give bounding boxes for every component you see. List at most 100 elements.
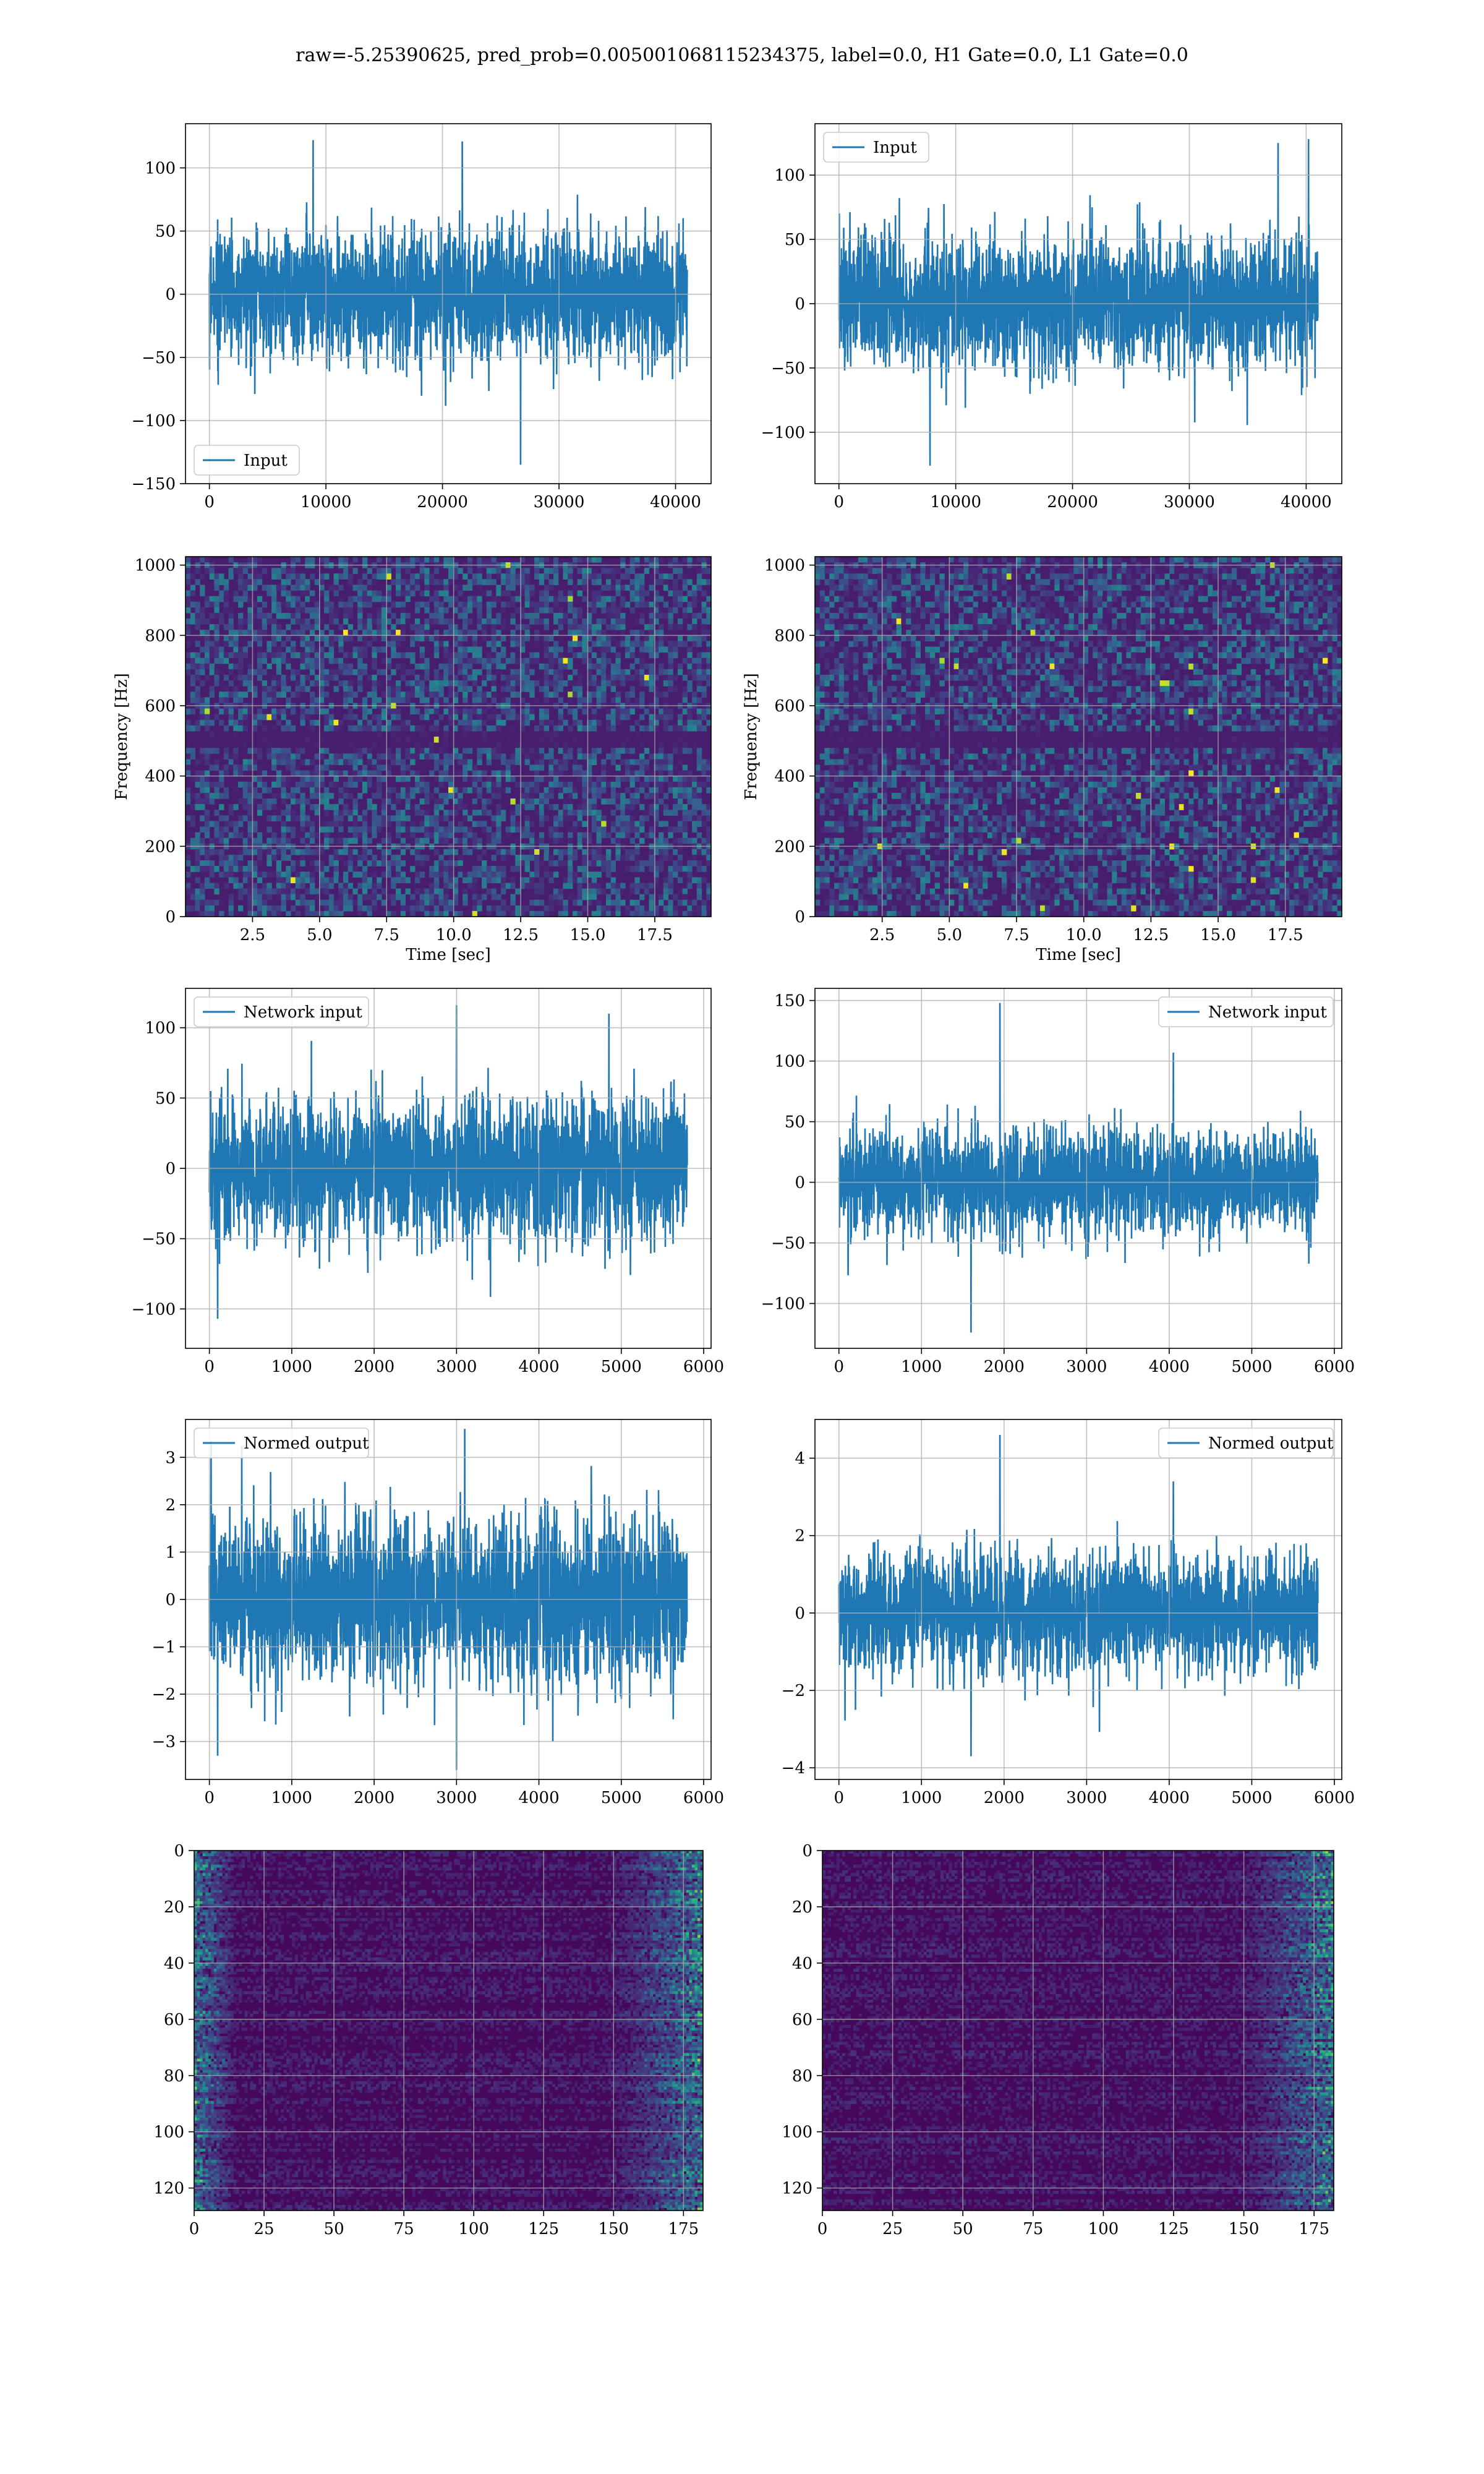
spectrogram-cell [377, 730, 382, 737]
spectrogram-cell [391, 669, 396, 675]
spectrogram-cell [247, 748, 253, 754]
spectrogram-cell [319, 691, 325, 698]
spectrogram-cell [505, 618, 511, 625]
spectrogram-cell [223, 635, 229, 642]
spectrogram-cell [843, 573, 849, 580]
spectrogram-cell [453, 888, 459, 895]
spectrogram-cell [858, 612, 864, 619]
spectrogram-cell [400, 630, 406, 636]
spectrogram-cell [219, 776, 224, 782]
spectrogram-cell [238, 798, 244, 805]
spectrogram-cell [629, 641, 635, 648]
spectrogram-cell [601, 776, 607, 782]
spectrogram-cell [262, 624, 267, 630]
spectrogram-cell [391, 714, 396, 721]
spectrogram-cell [309, 641, 315, 648]
spectrogram-cell [872, 837, 878, 844]
spectrogram-cell [367, 804, 372, 810]
spectrogram-cell [458, 568, 463, 574]
spectrogram-cell [209, 646, 215, 653]
spectrogram-cell [587, 770, 592, 777]
spectrogram-cell [271, 753, 277, 760]
spectrogram-cell [348, 612, 354, 619]
spectrogram-cell [472, 596, 477, 602]
spectrogram-cell [419, 837, 425, 844]
spectrogram-cell [563, 742, 568, 748]
spectrogram-cell [877, 624, 883, 630]
spectrogram-cell [692, 630, 697, 636]
spectrogram-cell [414, 810, 420, 816]
spectrogram-cell [544, 590, 549, 597]
spectrogram-cell [572, 557, 578, 563]
spectrogram-cell [548, 669, 554, 675]
spectrogram-cell [701, 618, 707, 625]
spectrogram-cell [247, 877, 253, 884]
spectrogram-cell [295, 579, 301, 586]
spectrogram-cell [582, 596, 587, 602]
spectrogram-cell [819, 770, 825, 777]
spectrogram-cell [338, 669, 344, 675]
spectrogram-cell [515, 590, 521, 597]
spectrogram-cell [372, 573, 377, 580]
spectrogram-cell [491, 815, 497, 822]
spectrogram-cell [882, 630, 887, 636]
spectrogram-cell [501, 849, 506, 855]
spectrogram-cell [706, 810, 711, 816]
spectrogram-cell [372, 674, 377, 681]
spectrogram-cell [692, 821, 697, 828]
spectrogram-cell [209, 883, 215, 889]
spectrogram-cell [629, 883, 635, 889]
spectrogram-cell [195, 866, 200, 872]
spectrogram-cell [410, 770, 416, 777]
x-tick-label: 5.0 [307, 926, 332, 944]
spectrogram-cell [448, 646, 454, 653]
spectrogram-cell [829, 888, 835, 895]
spectrogram-cell [281, 579, 286, 586]
spectrogram-cell [271, 590, 277, 597]
spectrogram-cell [863, 590, 868, 597]
spectrogram-cell [625, 748, 631, 754]
spectrogram-cell [848, 725, 854, 732]
spectrogram-cell [372, 792, 377, 799]
spectrogram-cell [639, 894, 645, 901]
spectrogram-cell [453, 849, 459, 855]
spectrogram-cell [891, 674, 897, 681]
spectrogram-cell [204, 826, 210, 833]
spectrogram-cell [596, 590, 602, 597]
spectrogram-cell [515, 826, 521, 833]
spectrogram-cell [486, 663, 492, 670]
spectrogram-cell [257, 657, 263, 664]
spectrogram-cell [501, 877, 506, 884]
spectrogram-cell [644, 624, 650, 630]
spectrogram-cell [659, 691, 664, 698]
spectrogram-cell [438, 776, 444, 782]
spectrogram-cell [438, 579, 444, 586]
spectrogram-cell [544, 730, 549, 737]
spectrogram-cell [577, 810, 582, 816]
spectrogram-cell [858, 630, 864, 636]
spectrogram-cell [663, 714, 669, 721]
spectrogram-cell [200, 770, 205, 777]
spectrogram-cell [858, 899, 864, 906]
plot-area [815, 557, 1342, 917]
spectrogram-cell [204, 641, 210, 648]
spectrogram-cell [309, 821, 315, 828]
spectrogram-cell [649, 641, 654, 648]
spectrogram-cell [501, 607, 506, 614]
spectrogram-cell [882, 764, 887, 771]
spectrogram-cell [396, 584, 401, 591]
spectrogram-cell [610, 635, 616, 642]
spectrogram-cell [433, 894, 440, 901]
spectrogram-cell [414, 888, 420, 895]
spectrogram-cell [477, 697, 482, 704]
spectrogram-cell [644, 646, 650, 653]
spectrogram-cell [448, 810, 454, 816]
spectrogram-cell [558, 849, 564, 855]
spectrogram-cell [419, 646, 425, 653]
spectrogram-cell [515, 714, 521, 721]
spectrogram-cell [591, 674, 597, 681]
spectrogram-cell [228, 641, 234, 648]
spectrogram-cell [281, 798, 286, 805]
spectrogram-cell [829, 669, 835, 675]
spectrogram-cell [824, 607, 830, 614]
